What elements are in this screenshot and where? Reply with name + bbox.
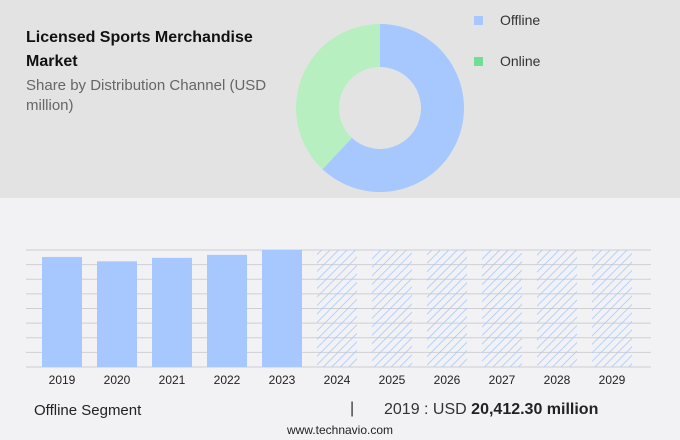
x-tick-label: 2029 — [599, 373, 626, 387]
legend-label: Offline — [500, 12, 541, 28]
x-tick-label: 2019 — [49, 373, 76, 387]
bar-chart: 2019 2020 2021 2022 2023 2024 2025 2026 2027 2028… — [26, 249, 651, 387]
separator: | — [350, 400, 355, 417]
legend-item-online: Online — [474, 53, 540, 69]
x-tick-label: 2023 — [269, 373, 296, 387]
bar-2024 — [317, 250, 357, 367]
x-tick-label: 2026 — [434, 373, 461, 387]
bar-2028 — [537, 250, 577, 367]
segment-label: Offline Segment — [34, 402, 142, 419]
x-tick-label: 2028 — [544, 373, 571, 387]
source-url: www.technavio.com — [286, 423, 394, 437]
bar-2027 — [482, 250, 522, 367]
donut-slice-online — [296, 24, 380, 170]
x-tick-label: 2021 — [159, 373, 186, 387]
x-tick-label: 2025 — [379, 373, 406, 387]
bar-2020 — [97, 261, 137, 367]
legend-label: Online — [500, 53, 541, 69]
donut-chart — [296, 24, 464, 193]
x-tick-label: 2027 — [489, 373, 516, 387]
bar-2023 — [262, 250, 302, 367]
segment-value: 2019 : USD 20,412.30 million — [384, 401, 598, 419]
bar-2021 — [152, 257, 192, 367]
value-amount: 20,412.30 million — [471, 401, 599, 418]
bar-2019 — [42, 256, 82, 367]
chart-title: Licensed Sports Merchandise Market — [26, 29, 253, 70]
bar-2026 — [427, 250, 467, 367]
chart-subtitle: Share by Distribution Channel (USD milli… — [26, 77, 267, 114]
legend-swatch-offline — [474, 15, 483, 25]
bar-2022 — [207, 254, 247, 367]
bar-2025 — [372, 250, 412, 367]
legend-swatch-online — [474, 56, 483, 66]
x-tick-label: 2022 — [214, 373, 241, 387]
value-prefix: 2019 : USD — [384, 401, 467, 418]
x-tick-label: 2024 — [324, 373, 351, 387]
donut-slice-offline — [322, 24, 464, 193]
legend-item-offline: Offline — [474, 12, 540, 28]
x-tick-label: 2020 — [104, 373, 131, 387]
bar-2029 — [592, 250, 632, 367]
